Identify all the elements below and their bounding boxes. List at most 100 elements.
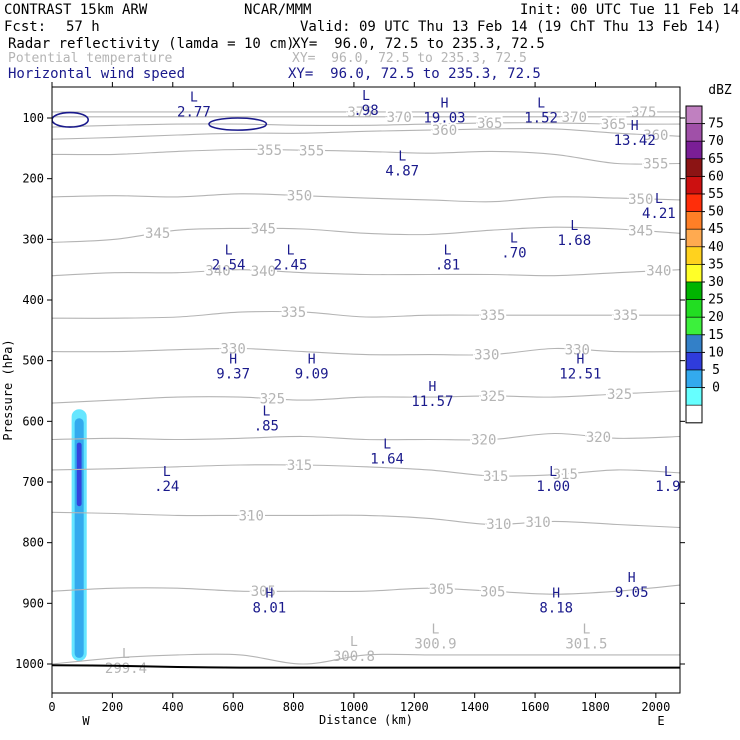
field-name-wind: Horizontal wind speed	[8, 66, 186, 82]
theta-label: 315	[287, 458, 312, 474]
colorbar-swatch	[685, 140, 703, 160]
field-name-reflectivity: Radar reflectivity (lamda = 10 cm)	[8, 36, 295, 52]
colorbar-swatch	[685, 369, 703, 388]
theta-label: 360	[643, 128, 668, 144]
extremum-value: 4.87	[385, 163, 419, 179]
low-marker: L	[432, 623, 440, 638]
colorbar-swatch	[685, 176, 703, 195]
east-label: E	[657, 714, 664, 728]
y-tick-label: 1000	[15, 657, 44, 671]
model-title: CONTRAST 15km ARW	[4, 2, 148, 18]
forecast-label: Fcst:	[4, 19, 47, 35]
extremum-value: 1.00	[536, 479, 570, 495]
extremum-value: 2.77	[177, 105, 211, 121]
axes: 100 200 300 400 500 600 700 800 900 1000 0 200 400 60…	[15, 82, 685, 714]
theta-label: 310	[486, 517, 511, 533]
extremum-value: 19.03	[423, 111, 465, 127]
theta-label: 345	[145, 226, 170, 242]
y-tick-label: 300	[22, 232, 44, 246]
field-xy-wind: XY= 96.0, 72.5 to 235.3, 72.5	[288, 66, 541, 82]
colorbar-level-label: 25	[708, 293, 724, 308]
colorbar-level-label: 55	[708, 187, 724, 202]
colorbar-swatch	[685, 264, 703, 283]
wind-speed-contour	[208, 117, 268, 131]
high-marker: H	[229, 353, 237, 368]
extremum-value: 8.01	[253, 600, 287, 616]
extremum-value: 2.54	[212, 258, 246, 274]
y-tick-label: 200	[22, 172, 44, 186]
x-tick-label: 2000	[641, 700, 670, 714]
high-marker: H	[429, 380, 437, 395]
theta-label: 330	[474, 348, 499, 364]
colorbar-swatch	[685, 281, 703, 300]
terrain-layer	[52, 664, 680, 669]
x-tick-label: 600	[222, 700, 244, 714]
west-label: W	[82, 714, 90, 728]
theta-label: 305	[480, 584, 505, 600]
colorbar-level-label: 15	[708, 328, 724, 343]
extremum-value: 1.52	[524, 111, 558, 127]
colorbar-swatch	[685, 193, 703, 212]
extremum-value: 4.21	[642, 206, 676, 222]
y-tick-label: 600	[22, 414, 44, 428]
theta-label: 340	[251, 264, 276, 280]
extremum-value: 2.45	[274, 258, 308, 274]
low-marker: L	[549, 465, 557, 480]
low-marker: L	[350, 635, 358, 650]
extremum-value: .85	[254, 418, 279, 434]
extremum-value: 13.42	[614, 133, 656, 149]
theta-label: 360	[432, 123, 457, 139]
colorbar-swatch	[685, 105, 703, 124]
low-marker: L	[383, 438, 391, 453]
high-marker: H	[441, 97, 449, 112]
high-marker: H	[576, 353, 584, 368]
y-axis-label: Pressure (hPa)	[1, 339, 15, 440]
theta-label: 340	[205, 264, 230, 280]
x-tick-label: 1600	[521, 700, 550, 714]
low-marker: L	[122, 647, 130, 662]
theta-label: 350	[287, 189, 312, 205]
y-tick-label: 700	[22, 475, 44, 489]
theta-label: 325	[607, 387, 632, 403]
colorbar-level-label: 5	[712, 363, 720, 378]
reflectivity-layer	[71, 409, 87, 661]
theta-label: 365	[601, 117, 626, 133]
theta-label: 350	[628, 192, 653, 208]
colorbar-level-label: 70	[708, 134, 724, 149]
colorbar-swatch	[685, 404, 703, 424]
colorbar-swatch	[685, 352, 703, 371]
extremum-value: 1.68	[557, 233, 591, 249]
low-marker: L	[398, 149, 406, 164]
x-tick-label: 1200	[400, 700, 429, 714]
low-marker: L	[582, 623, 590, 638]
init-time: Init: 00 UTC Tue 11 Feb 14	[520, 2, 740, 18]
x-tick-label: 0	[48, 700, 55, 714]
theta-label: 335	[613, 308, 638, 324]
theta-label: 320	[471, 433, 496, 449]
extremum-value: 9.05	[615, 585, 649, 601]
colorbar-unit: dBZ	[708, 83, 732, 98]
theta-contour-350	[52, 193, 680, 203]
extremum-value: 9.37	[216, 367, 250, 383]
colorbar-level-label: 50	[708, 205, 724, 220]
extremum-value: 9.09	[295, 367, 329, 383]
colorbar-swatch	[685, 299, 703, 318]
theta-label: 370	[562, 110, 587, 126]
theta-contour-355	[52, 148, 680, 165]
extremum-value: 300.9	[414, 637, 456, 653]
x-tick-label: 1800	[581, 700, 610, 714]
theta-label: 305	[429, 582, 454, 598]
theta-label: 335	[480, 308, 505, 324]
extremum-value: .98	[353, 103, 378, 119]
x-axis-label: Distance (km)	[319, 713, 413, 727]
theta-label: 310	[525, 515, 550, 531]
field-xy-theta: XY= 96.0, 72.5 to 235.3, 72.5	[292, 51, 527, 66]
colorbar-swatch	[685, 316, 703, 336]
colorbar-level-label: 20	[708, 310, 724, 325]
colorbar-level-label: 40	[708, 240, 724, 255]
theta-contour-325	[52, 390, 680, 404]
x-tick-label: 400	[162, 700, 184, 714]
colorbar-level-label: 75	[708, 117, 724, 132]
